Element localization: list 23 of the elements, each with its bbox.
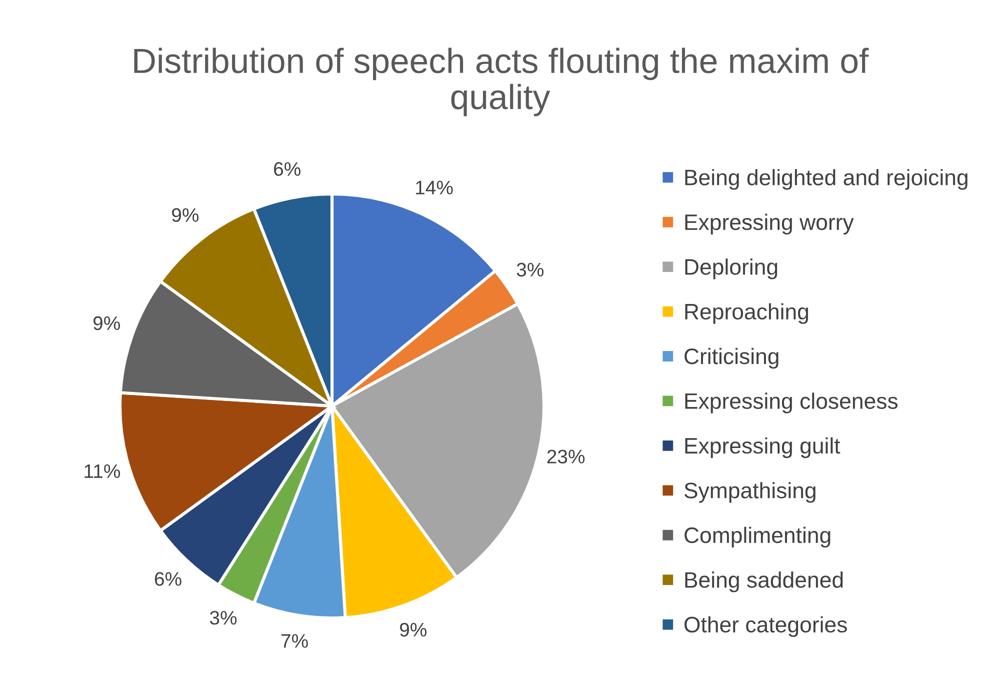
data-label: 6% (274, 162, 300, 176)
legend-label: Expressing guilt (685, 437, 840, 458)
legend-label: Being delighted and rejoicing (685, 169, 968, 190)
data-label: 3% (210, 610, 237, 625)
data-label: 6% (154, 572, 182, 586)
legend-label: Sympathising (684, 482, 816, 503)
legend-label: Expressing worry (685, 214, 854, 234)
data-label: 14% (416, 180, 453, 194)
legend-label: Expressing closeness (685, 392, 898, 414)
legend-label: Deploring (685, 258, 778, 280)
legend-label: Reproaching (685, 303, 808, 324)
legend-label: Other categories (684, 616, 847, 637)
data-label: 9% (172, 208, 199, 222)
legend-label: Complimenting (684, 526, 830, 548)
legend-label: Criticising (684, 348, 778, 369)
data-label: 9% (93, 316, 120, 330)
chart-title: Distribution of speech acts flouting the maxim of quality (134, 48, 869, 116)
legend-label: Being saddened (685, 572, 843, 592)
data-label: 9% (400, 622, 427, 637)
data-label: 3% (516, 262, 544, 277)
data-label: 11% (84, 464, 120, 478)
data-label: 23% (547, 450, 585, 464)
data-label: 7% (281, 634, 308, 648)
